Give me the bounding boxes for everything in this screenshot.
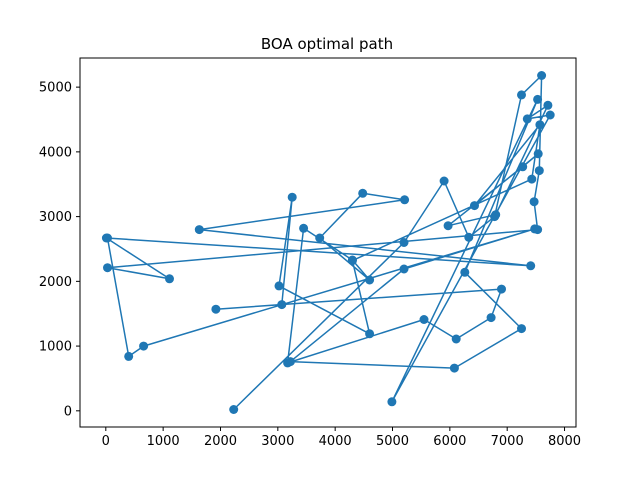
y-tick-label: 1000: [39, 340, 72, 355]
data-point: [358, 188, 368, 198]
data-point: [470, 201, 479, 211]
data-point: [443, 221, 453, 231]
data-point: [449, 363, 459, 373]
data-point: [530, 224, 540, 234]
x-tick-label: 7000: [491, 434, 524, 449]
data-point: [124, 351, 134, 361]
x-tick-label: 2000: [204, 434, 237, 449]
y-tick-label: 3000: [39, 210, 72, 225]
data-point: [517, 324, 526, 334]
data-point: [419, 315, 429, 324]
data-point: [211, 304, 221, 314]
series-layer: [101, 71, 555, 414]
data-point: [439, 176, 449, 186]
x-tick-label: 4000: [319, 434, 352, 449]
data-point: [103, 263, 112, 273]
data-point: [347, 256, 357, 266]
data-point: [526, 261, 536, 271]
data-point: [527, 174, 537, 184]
data-point: [229, 405, 239, 414]
data-point: [537, 71, 547, 80]
x-tick-label: 5000: [376, 434, 409, 449]
chart-title: BOA optimal path: [261, 35, 393, 53]
x-tick-label: 8000: [548, 434, 581, 449]
plot-frame: [79, 57, 577, 428]
data-point: [533, 94, 543, 104]
data-point: [522, 114, 532, 124]
data-point: [285, 357, 295, 367]
data-point: [165, 274, 174, 284]
x-axis: 0 1000 2000 3000 4000 5000 6000 7000 8000: [102, 427, 581, 449]
data-point: [486, 313, 496, 323]
data-point: [535, 120, 545, 130]
data-point: [399, 264, 409, 274]
data-point: [387, 397, 397, 407]
y-tick-label: 2000: [39, 275, 72, 290]
x-tick-label: 6000: [433, 434, 466, 449]
data-point: [518, 162, 528, 172]
y-axis: 0 1000 2000 3000 4000 5000: [39, 81, 80, 419]
data-point: [287, 192, 297, 202]
data-point: [529, 197, 539, 207]
data-point: [399, 238, 409, 247]
data-point: [543, 100, 553, 110]
data-point: [365, 275, 375, 285]
data-point: [365, 329, 375, 339]
data-point: [460, 267, 470, 277]
data-point: [299, 223, 309, 233]
data-point: [497, 284, 506, 294]
data-point: [451, 334, 461, 344]
data-point: [534, 166, 544, 176]
data-point: [400, 195, 410, 205]
data-point: [139, 341, 149, 351]
data-point: [103, 233, 112, 243]
data-point: [533, 149, 543, 159]
data-point: [277, 300, 287, 310]
data-point: [464, 232, 474, 242]
y-tick-label: 5000: [39, 81, 72, 96]
x-tick-label: 1000: [147, 434, 180, 449]
data-point: [315, 233, 325, 243]
data-point: [274, 281, 284, 291]
y-tick-label: 0: [64, 404, 72, 419]
x-tick-label: 0: [102, 434, 110, 449]
x-tick-label: 3000: [261, 434, 294, 449]
data-point: [517, 90, 526, 100]
data-point: [194, 225, 204, 235]
plot-area: [79, 57, 577, 428]
data-point: [545, 110, 555, 120]
y-tick-label: 4000: [39, 145, 72, 160]
data-point: [491, 210, 501, 220]
